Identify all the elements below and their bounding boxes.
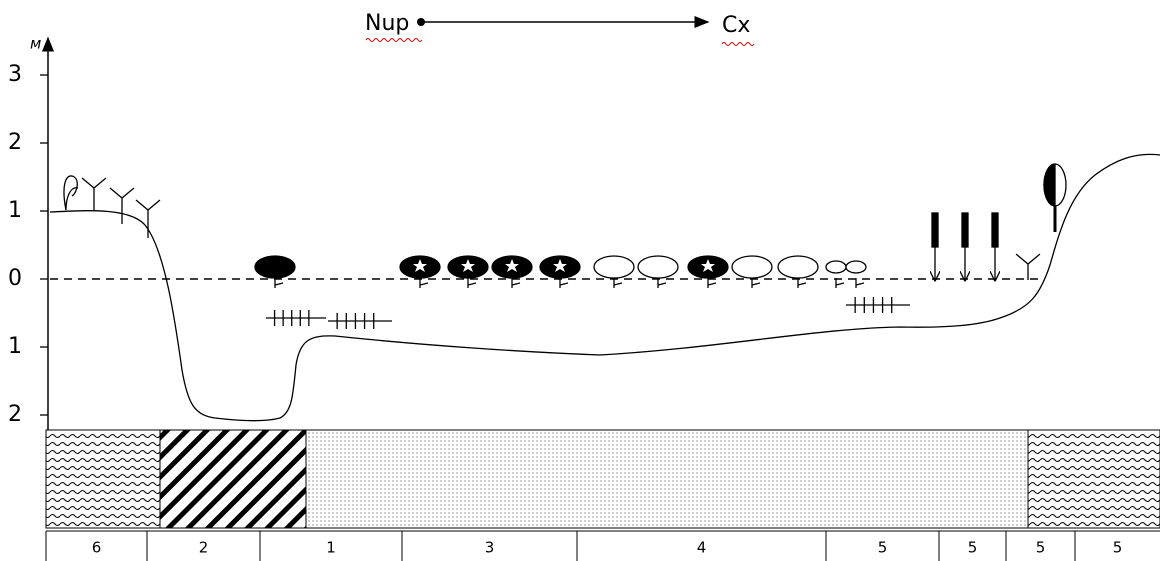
plant-base bbox=[560, 283, 568, 285]
terrain-profile bbox=[50, 154, 1160, 420]
plant-base bbox=[856, 283, 864, 285]
cell-label: 4 bbox=[697, 539, 707, 557]
plant-base bbox=[708, 283, 716, 285]
plant-base bbox=[468, 283, 476, 285]
shrub bbox=[1016, 254, 1040, 280]
from-label: Nup bbox=[365, 11, 409, 36]
plant-open bbox=[638, 256, 678, 278]
cell-label: 5 bbox=[1036, 539, 1046, 557]
tick-label: 3 bbox=[8, 62, 22, 87]
cell-label: 3 bbox=[485, 539, 495, 557]
spell-underline bbox=[722, 43, 754, 46]
plant-open bbox=[778, 256, 818, 278]
tree-shade bbox=[1044, 164, 1055, 206]
tick-label: 1 bbox=[8, 334, 22, 359]
plant-open bbox=[826, 261, 846, 273]
cell-label: 6 bbox=[92, 539, 102, 557]
soil-layer bbox=[46, 430, 160, 528]
reed bbox=[992, 213, 998, 247]
reed bbox=[962, 213, 968, 247]
soil-layer bbox=[1028, 430, 1160, 528]
cell-label: 5 bbox=[968, 539, 978, 557]
plant-solid bbox=[255, 256, 295, 278]
soil-layer bbox=[160, 430, 306, 528]
cell-label: 2 bbox=[199, 539, 209, 557]
profile-diagram: Nup Cx м 3 2 1 0 1 2 6 2 1 3 4 5 5 5 5 bbox=[0, 0, 1160, 561]
reed bbox=[932, 213, 938, 247]
tick-label: 2 bbox=[8, 130, 22, 155]
tick-label: 0 bbox=[8, 266, 22, 291]
plant-open bbox=[732, 256, 772, 278]
plant-base bbox=[658, 283, 666, 285]
arrow-start bbox=[417, 18, 425, 26]
plant-base bbox=[836, 283, 844, 285]
axis-label: м bbox=[30, 35, 41, 53]
plant-base bbox=[275, 283, 283, 285]
cell-label: 5 bbox=[878, 539, 888, 557]
to-label: Cx bbox=[722, 13, 750, 38]
spell-underline bbox=[366, 39, 422, 42]
cell-label: 1 bbox=[326, 539, 336, 557]
cell-label: 5 bbox=[1113, 539, 1123, 557]
plant-open bbox=[594, 256, 634, 278]
tick-label: 1 bbox=[8, 198, 22, 223]
plant-base bbox=[798, 283, 806, 285]
grass bbox=[64, 176, 78, 210]
plant-base bbox=[614, 283, 622, 285]
plant-open bbox=[846, 261, 866, 273]
plant-base bbox=[512, 283, 520, 285]
soil-layer bbox=[306, 430, 1028, 528]
plant-base bbox=[752, 283, 760, 285]
shrub bbox=[110, 188, 134, 224]
plant-base bbox=[420, 283, 428, 285]
shrub bbox=[136, 200, 160, 238]
tick-label: 2 bbox=[8, 402, 22, 427]
shrub bbox=[82, 178, 106, 210]
